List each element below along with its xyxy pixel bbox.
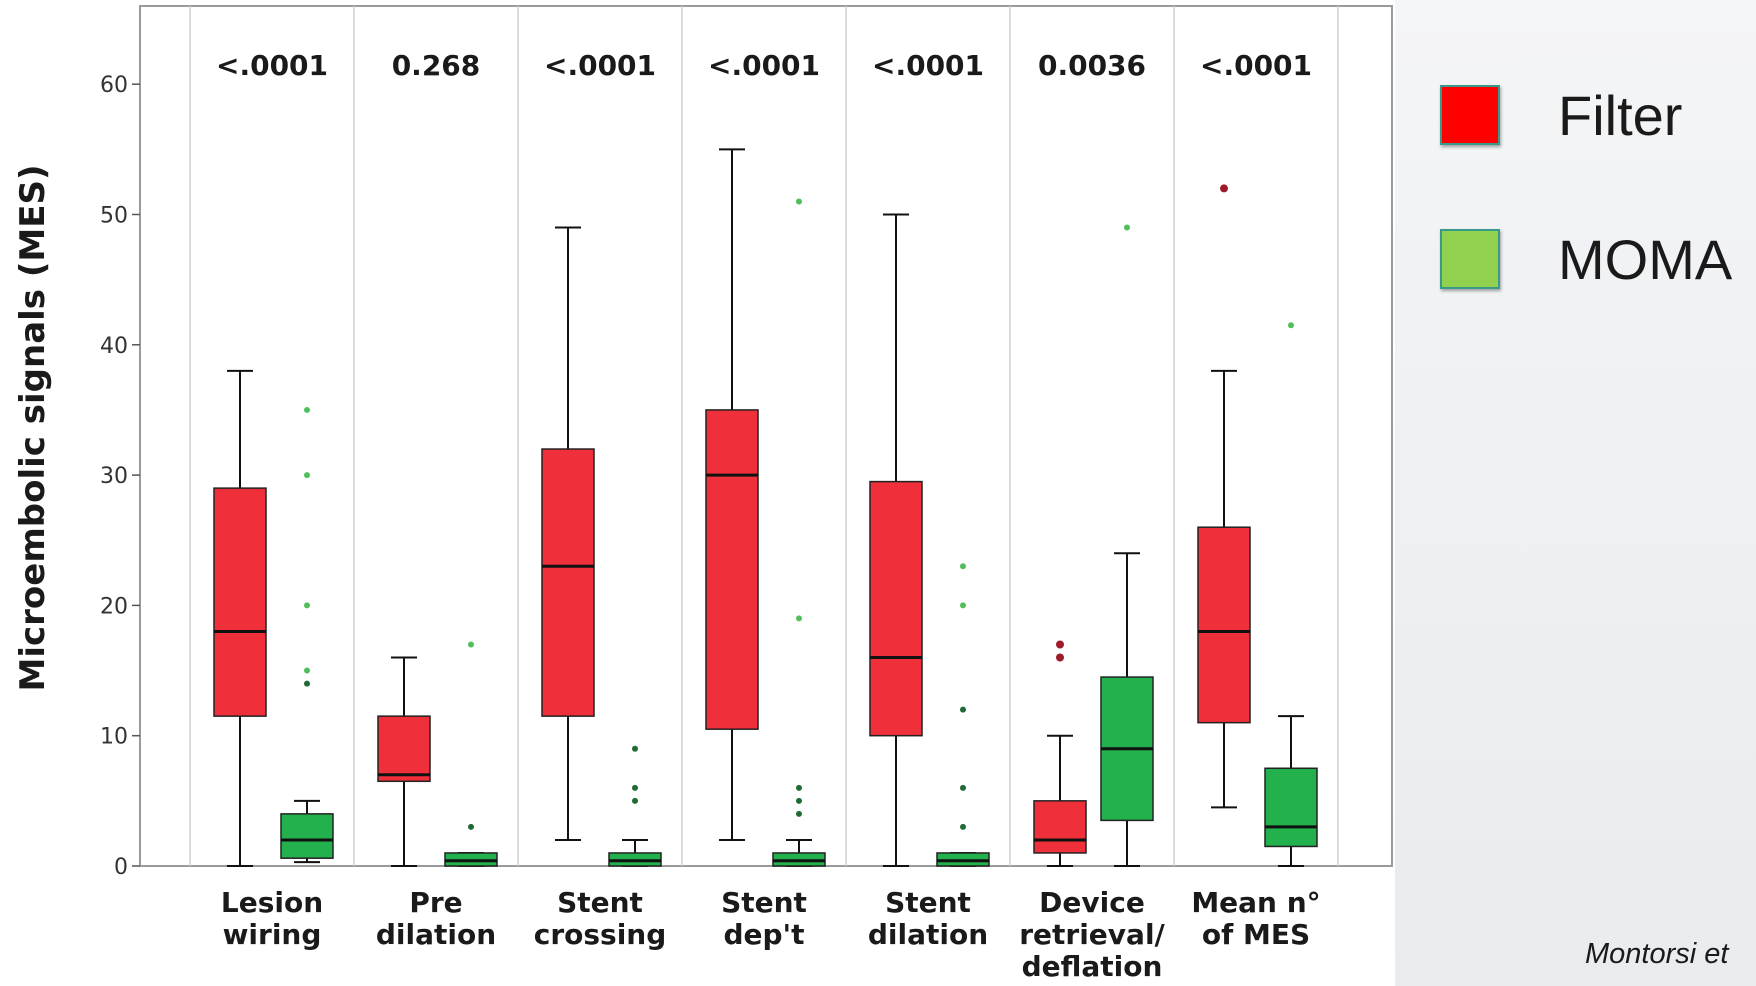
outlier-point — [1056, 653, 1064, 662]
y-tick-label: 40 — [100, 334, 128, 359]
filter-box — [869, 480, 923, 737]
outlier-point — [960, 706, 966, 713]
p-value-label: 0.268 — [392, 49, 481, 82]
category-label-line: dilation — [376, 918, 496, 951]
filter-box — [705, 409, 759, 730]
outlier-point — [304, 667, 310, 674]
category-label-line: dilation — [868, 918, 988, 951]
category-label: Stent dep't — [721, 886, 807, 951]
plot-border — [139, 5, 1393, 867]
category-label-line: Mean n° — [1191, 886, 1320, 919]
outlier-point — [960, 563, 966, 570]
category-label-line: crossing — [534, 918, 667, 951]
category-label-line: Pre — [409, 886, 462, 919]
p-value-label: <.0001 — [708, 49, 820, 82]
legend-swatch-filter — [1440, 85, 1500, 145]
box-marks — [213, 148, 1318, 867]
outlier-point — [632, 745, 638, 752]
y-axis-title: Microembolic signals (MES) — [13, 165, 53, 692]
category-label-line: Stent — [557, 886, 643, 919]
group-separators — [189, 6, 1339, 866]
category-label-line: Stent — [885, 886, 971, 919]
filter-box — [541, 448, 595, 717]
y-tick-label: 50 — [100, 203, 128, 228]
citation: Montorsi et — [1585, 938, 1729, 970]
outlier-point — [1056, 640, 1064, 649]
outlier-point — [796, 615, 802, 622]
category-label: Device retrieval/deflation — [1019, 886, 1165, 983]
p-value-label: <.0001 — [216, 49, 328, 82]
legend-item-moma: MOMA — [1440, 224, 1732, 294]
y-tick-label: 10 — [100, 725, 128, 750]
outlier-point — [960, 602, 966, 609]
p-value-label: <.0001 — [544, 49, 656, 82]
outlier-point — [304, 680, 310, 687]
outlier-point — [632, 797, 638, 804]
outlier-point — [796, 784, 802, 791]
outlier-point — [1288, 322, 1294, 329]
category-label-line: dep't — [723, 918, 804, 951]
moma-box — [1264, 767, 1318, 848]
category-label-line: Stent — [721, 886, 807, 919]
outlier-point — [1124, 224, 1130, 231]
filter-box — [377, 715, 431, 783]
moma-box — [280, 813, 334, 859]
category-label: Pre dilation — [376, 886, 496, 951]
outlier-point — [304, 406, 310, 413]
category-label-line: retrieval/ — [1019, 918, 1165, 951]
filter-box — [1033, 800, 1087, 854]
legend-label-filter: Filter — [1558, 83, 1683, 147]
y-tick-label: 0 — [114, 855, 128, 880]
category-label: Lesion wiring — [221, 886, 323, 951]
outlier-point — [960, 823, 966, 830]
category-label-line: Device — [1039, 886, 1145, 919]
p-value-label: <.0001 — [872, 49, 984, 82]
chart-panel: 0 10 20 30 40 50 60 <.0001 0.268 <.0001 <.0001 <.0… — [13, 5, 1393, 983]
category-label-line: of MES — [1202, 918, 1310, 951]
legend: Filter MOMA — [1440, 80, 1732, 368]
y-axis: 0 10 20 30 40 50 60 — [100, 73, 140, 880]
p-value-label: <.0001 — [1200, 49, 1312, 82]
legend-label-moma: MOMA — [1558, 227, 1733, 291]
outlier-point — [468, 823, 474, 830]
p-value-label: 0.0036 — [1038, 49, 1146, 82]
outlier-point — [796, 797, 802, 804]
outlier-point — [796, 198, 802, 205]
category-label-line: wiring — [223, 918, 322, 951]
y-tick-label: 20 — [100, 594, 128, 619]
outlier-point — [304, 472, 310, 479]
p-value-labels: <.0001 0.268 <.0001 <.0001 <.0001 0.0036 <.000… — [216, 49, 1312, 82]
category-label-line: Lesion — [221, 886, 323, 919]
legend-swatch-moma — [1440, 229, 1500, 289]
outlier-point — [796, 810, 802, 817]
y-tick-label: 60 — [100, 73, 128, 98]
plot-frame — [139, 5, 1393, 867]
outlier-point — [1220, 184, 1228, 193]
outlier-point — [632, 784, 638, 791]
filter-box — [1197, 526, 1251, 724]
outlier-point — [960, 784, 966, 791]
category-label-line: deflation — [1022, 950, 1163, 983]
category-label: Stent dilation — [868, 886, 988, 951]
filter-box — [213, 487, 267, 717]
y-tick-label: 30 — [100, 464, 128, 489]
outlier-point — [304, 602, 310, 609]
outlier-point — [468, 641, 474, 648]
category-label: Mean n° of MES — [1191, 886, 1320, 951]
category-label: Stent crossing — [534, 886, 667, 951]
legend-item-filter: Filter — [1440, 80, 1732, 150]
